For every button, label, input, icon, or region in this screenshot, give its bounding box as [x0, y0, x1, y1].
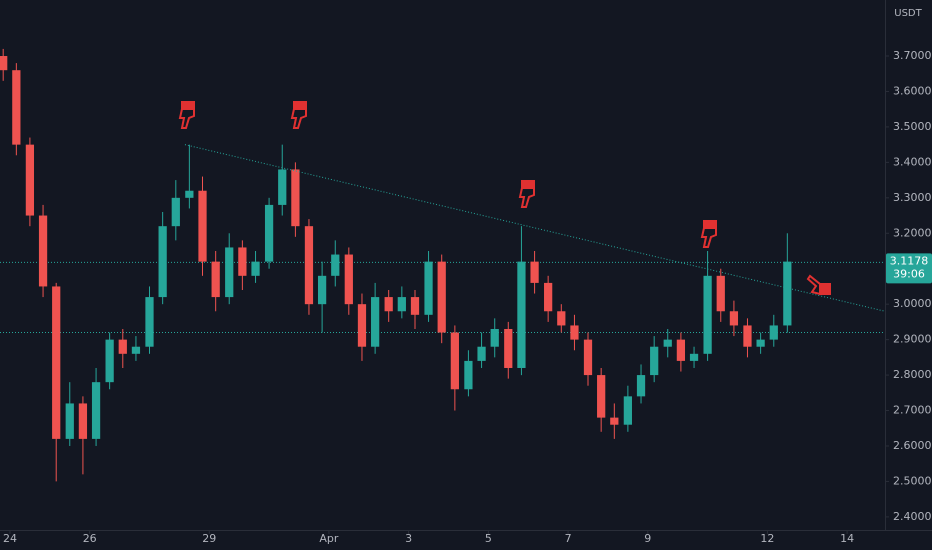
- x-tick-label: 12: [760, 532, 774, 545]
- candle-body: [198, 190, 207, 262]
- x-tick-label: 14: [840, 532, 854, 545]
- candle-body: [131, 346, 141, 354]
- x-tick-label: 7: [565, 532, 572, 545]
- y-tick-label: 3.0000: [893, 297, 932, 310]
- y-tick-label: 2.7000: [893, 404, 932, 417]
- candle-body: [238, 247, 247, 276]
- y-tick-label: 2.8000: [893, 368, 932, 381]
- y-tick-label: 3.3000: [893, 191, 932, 204]
- candle-body: [278, 169, 287, 205]
- candle-body: [544, 282, 553, 312]
- y-tick-label: 3.5000: [893, 120, 932, 133]
- x-tick-label: 24: [3, 532, 17, 545]
- candle-body: [145, 297, 154, 347]
- candle-body: [118, 339, 127, 354]
- x-tick-label: 3: [405, 532, 412, 545]
- pointing-hand: [290, 101, 307, 129]
- candle-body: [424, 261, 433, 315]
- candle-body: [583, 339, 593, 376]
- x-tick-label: Apr: [319, 532, 339, 545]
- candle-body: [38, 215, 48, 287]
- y-tick-label: 2.5000: [893, 474, 932, 487]
- annotations: [178, 101, 831, 296]
- candle-body: [291, 169, 300, 227]
- candle-body: [437, 261, 446, 333]
- candle-body: [225, 247, 234, 298]
- candle-body: [464, 360, 473, 390]
- candle-body: [52, 286, 61, 439]
- candle-body: [610, 417, 619, 425]
- y-tick-label: 2.6000: [893, 439, 932, 452]
- candle-body: [357, 304, 367, 347]
- candle-body: [530, 261, 539, 283]
- candle-body: [783, 261, 792, 326]
- currency-label: USDT: [894, 8, 922, 19]
- candle-body: [91, 382, 101, 439]
- candle-body: [689, 353, 699, 361]
- x-tick-label: 26: [83, 532, 97, 545]
- y-tick-label: 3.4000: [893, 155, 932, 168]
- candle-body: [490, 328, 499, 347]
- candle-body: [344, 254, 353, 305]
- candle-body: [450, 332, 459, 390]
- y-tick-label: 3.2000: [893, 226, 932, 239]
- candle-body: [504, 328, 513, 368]
- candle-body: [570, 325, 579, 340]
- candle-body: [517, 261, 526, 368]
- y-tick-label: 2.4000: [893, 510, 932, 523]
- candle-body: [769, 325, 778, 340]
- candle-body: [211, 261, 220, 298]
- price-label: 3.1178: [890, 254, 929, 267]
- candle-body: [557, 311, 566, 326]
- candle-body: [384, 297, 393, 312]
- candle-body: [251, 261, 260, 276]
- candle-body: [743, 325, 752, 347]
- y-tick-label: 3.7000: [893, 49, 932, 62]
- y-tick-label: 3.6000: [893, 84, 932, 97]
- x-tick-label: 29: [202, 532, 216, 545]
- candle-body: [25, 144, 35, 216]
- candle-body: [65, 403, 74, 439]
- pointing-hand: [518, 180, 535, 208]
- candle-body: [12, 70, 21, 145]
- pointing-hand: [806, 274, 831, 296]
- candle-body: [756, 339, 765, 347]
- candle-body: [729, 311, 739, 326]
- candle-body: [371, 297, 380, 347]
- candle-body: [304, 226, 314, 305]
- candle-body: [410, 297, 420, 315]
- candle-body: [158, 226, 167, 298]
- candle-body: [317, 275, 327, 305]
- pointing-hand: [700, 220, 717, 248]
- candle-body: [331, 254, 340, 276]
- candle-body: [264, 204, 274, 262]
- x-tick-label: 9: [644, 532, 651, 545]
- y-tick-label: 2.9000: [893, 333, 932, 346]
- candle-body: [650, 346, 659, 376]
- candle-body: [597, 375, 606, 418]
- price-label-box: [886, 253, 932, 284]
- candle-body: [397, 297, 406, 312]
- candle-body: [185, 190, 194, 198]
- candle-body: [477, 346, 486, 361]
- candle-body: [105, 339, 114, 383]
- pointing-hand: [178, 101, 195, 129]
- candle-body: [716, 275, 725, 312]
- candle-body: [636, 375, 646, 397]
- candle-body: [78, 403, 88, 439]
- candle-body: [676, 339, 686, 361]
- candle-body: [703, 275, 712, 354]
- x-tick-label: 5: [485, 532, 492, 545]
- candle-body: [663, 339, 672, 347]
- price-countdown: 39:06: [893, 267, 925, 280]
- candle-body: [171, 197, 180, 227]
- candle-body: [623, 396, 632, 425]
- candle-body: [0, 56, 8, 71]
